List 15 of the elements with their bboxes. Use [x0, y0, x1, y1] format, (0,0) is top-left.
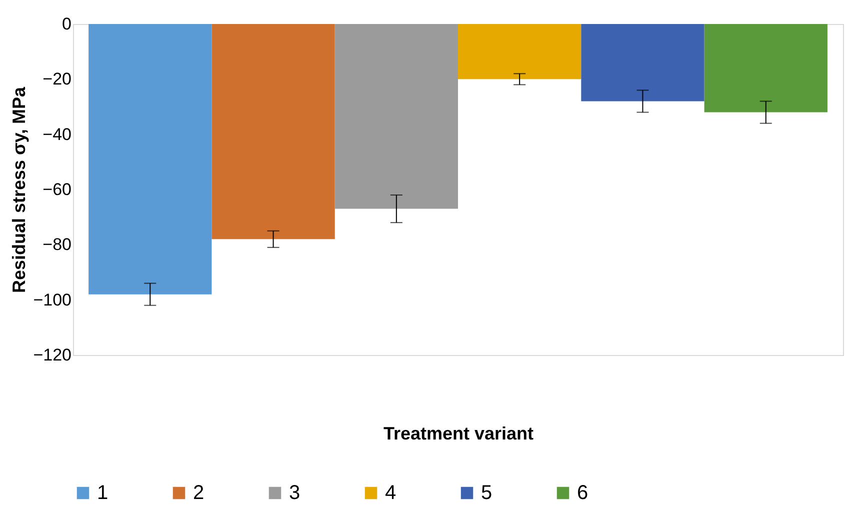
legend-label: 1: [97, 482, 108, 504]
y-tick-label: 0: [62, 14, 72, 34]
y-axis-title: Residual stress σy, MPa: [9, 86, 30, 294]
y-tick-label: −120: [33, 346, 72, 364]
legend-label: 5: [481, 482, 492, 504]
legend-label: 4: [385, 482, 396, 504]
y-tick-label: −20: [42, 70, 72, 89]
legend-label: 3: [289, 482, 300, 504]
y-tick-label: −100: [33, 290, 72, 310]
y-tick-label: −80: [42, 235, 72, 254]
legend-label: 2: [193, 482, 204, 504]
y-tick-label: −40: [42, 124, 72, 144]
x-axis-title: Treatment variant: [383, 424, 534, 444]
y-tick-label: −60: [42, 180, 72, 199]
legend-label: 6: [577, 482, 588, 504]
